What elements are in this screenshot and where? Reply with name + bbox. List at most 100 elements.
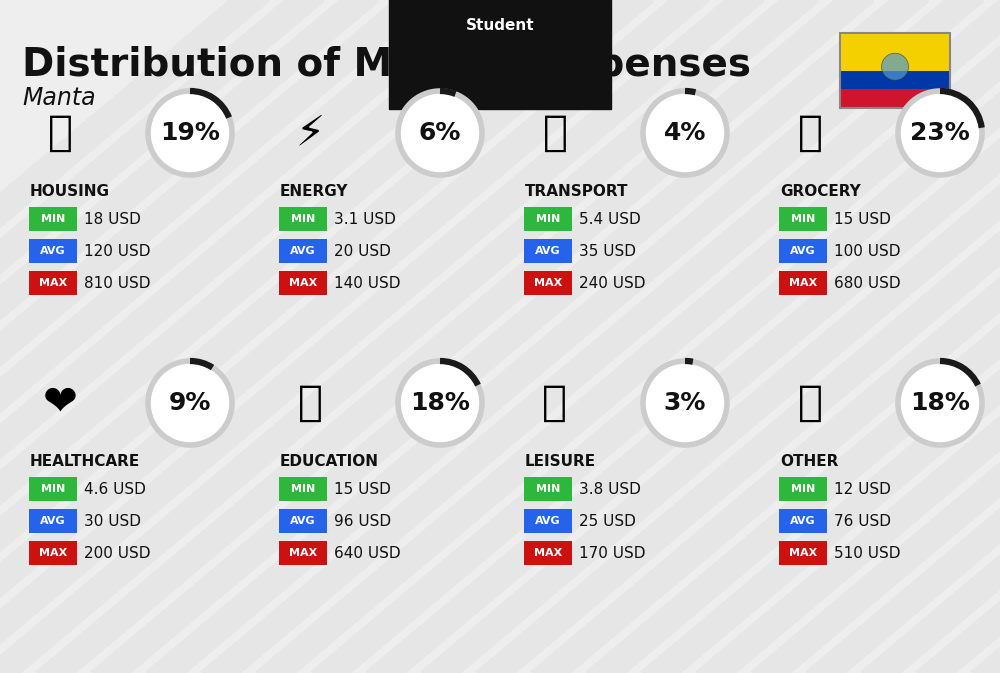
Text: Distribution of Monthly Expenses: Distribution of Monthly Expenses: [22, 46, 751, 84]
FancyBboxPatch shape: [779, 477, 827, 501]
Text: 100 USD: 100 USD: [834, 244, 900, 258]
Text: Student: Student: [466, 17, 534, 32]
Text: 4.6 USD: 4.6 USD: [84, 481, 146, 497]
FancyBboxPatch shape: [779, 271, 827, 295]
Circle shape: [643, 91, 727, 175]
Text: 🏢: 🏢: [48, 112, 72, 154]
Text: MAX: MAX: [289, 278, 317, 288]
Circle shape: [398, 361, 482, 445]
Text: 3%: 3%: [664, 391, 706, 415]
Text: 18 USD: 18 USD: [84, 211, 141, 227]
FancyBboxPatch shape: [279, 509, 327, 533]
Bar: [840, 33, 950, 108]
FancyBboxPatch shape: [524, 477, 572, 501]
Circle shape: [882, 53, 908, 80]
Text: OTHER: OTHER: [780, 454, 838, 468]
FancyBboxPatch shape: [524, 271, 572, 295]
FancyBboxPatch shape: [29, 239, 77, 263]
Text: MAX: MAX: [289, 548, 317, 558]
Text: AVG: AVG: [535, 516, 561, 526]
Text: 6%: 6%: [419, 121, 461, 145]
Text: 🛍️: 🛍️: [542, 382, 568, 424]
Text: ❤️: ❤️: [43, 382, 77, 424]
Text: 96 USD: 96 USD: [334, 513, 391, 528]
Text: MAX: MAX: [534, 278, 562, 288]
Circle shape: [643, 361, 727, 445]
Text: AVG: AVG: [790, 516, 816, 526]
Text: TRANSPORT: TRANSPORT: [525, 184, 629, 199]
Text: ⚡: ⚡: [295, 112, 325, 154]
FancyBboxPatch shape: [279, 207, 327, 231]
Text: 🎓: 🎓: [298, 382, 322, 424]
FancyBboxPatch shape: [29, 207, 77, 231]
Text: 18%: 18%: [910, 391, 970, 415]
FancyBboxPatch shape: [779, 239, 827, 263]
Text: MAX: MAX: [39, 278, 67, 288]
Text: GROCERY: GROCERY: [780, 184, 861, 199]
FancyBboxPatch shape: [279, 271, 327, 295]
Text: 20 USD: 20 USD: [334, 244, 391, 258]
Text: AVG: AVG: [40, 246, 66, 256]
FancyBboxPatch shape: [524, 509, 572, 533]
Text: 19%: 19%: [160, 121, 220, 145]
Text: 200 USD: 200 USD: [84, 546, 150, 561]
Text: HEALTHCARE: HEALTHCARE: [30, 454, 140, 468]
Text: MIN: MIN: [291, 484, 315, 494]
Text: 3.8 USD: 3.8 USD: [579, 481, 641, 497]
Text: 120 USD: 120 USD: [84, 244, 150, 258]
Text: 👜: 👜: [798, 382, 822, 424]
Text: MAX: MAX: [789, 278, 817, 288]
FancyBboxPatch shape: [779, 207, 827, 231]
Text: MAX: MAX: [789, 548, 817, 558]
Text: LEISURE: LEISURE: [525, 454, 596, 468]
FancyBboxPatch shape: [779, 541, 827, 565]
Text: HOUSING: HOUSING: [30, 184, 110, 199]
FancyBboxPatch shape: [279, 541, 327, 565]
Text: 35 USD: 35 USD: [579, 244, 636, 258]
Text: 76 USD: 76 USD: [834, 513, 891, 528]
Text: 5.4 USD: 5.4 USD: [579, 211, 641, 227]
FancyBboxPatch shape: [779, 509, 827, 533]
FancyBboxPatch shape: [279, 477, 327, 501]
FancyBboxPatch shape: [29, 509, 77, 533]
Text: 4%: 4%: [664, 121, 706, 145]
Text: Manta: Manta: [22, 86, 96, 110]
Text: MIN: MIN: [41, 214, 65, 224]
FancyBboxPatch shape: [29, 541, 77, 565]
Text: 240 USD: 240 USD: [579, 275, 646, 291]
Text: AVG: AVG: [40, 516, 66, 526]
Circle shape: [898, 91, 982, 175]
Text: AVG: AVG: [290, 246, 316, 256]
FancyBboxPatch shape: [524, 541, 572, 565]
FancyBboxPatch shape: [29, 271, 77, 295]
Text: 170 USD: 170 USD: [579, 546, 646, 561]
Text: AVG: AVG: [290, 516, 316, 526]
Text: MAX: MAX: [39, 548, 67, 558]
Text: AVG: AVG: [790, 246, 816, 256]
FancyBboxPatch shape: [29, 477, 77, 501]
Text: MIN: MIN: [41, 484, 65, 494]
Text: 18%: 18%: [410, 391, 470, 415]
FancyBboxPatch shape: [524, 239, 572, 263]
Text: MIN: MIN: [536, 214, 560, 224]
Text: 680 USD: 680 USD: [834, 275, 901, 291]
Text: 23%: 23%: [910, 121, 970, 145]
Text: 140 USD: 140 USD: [334, 275, 400, 291]
FancyBboxPatch shape: [524, 207, 572, 231]
Text: ENERGY: ENERGY: [280, 184, 349, 199]
FancyBboxPatch shape: [279, 239, 327, 263]
Text: MIN: MIN: [291, 214, 315, 224]
Text: 640 USD: 640 USD: [334, 546, 401, 561]
Bar: [840, 33, 950, 71]
Circle shape: [898, 361, 982, 445]
Text: 🚌: 🚌: [542, 112, 568, 154]
Text: MIN: MIN: [791, 214, 815, 224]
Bar: [840, 90, 950, 108]
Text: 30 USD: 30 USD: [84, 513, 141, 528]
Circle shape: [398, 91, 482, 175]
Text: 12 USD: 12 USD: [834, 481, 891, 497]
Text: MAX: MAX: [534, 548, 562, 558]
Text: AVG: AVG: [535, 246, 561, 256]
Text: MIN: MIN: [791, 484, 815, 494]
Text: EDUCATION: EDUCATION: [280, 454, 379, 468]
